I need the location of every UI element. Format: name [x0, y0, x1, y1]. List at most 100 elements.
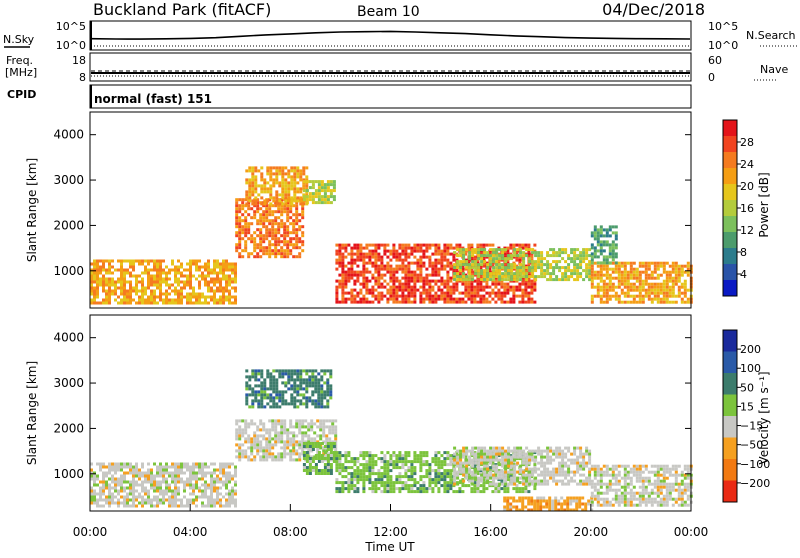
power-heatmap	[90, 166, 693, 304]
data-cell	[474, 453, 477, 456]
data-cell	[606, 286, 609, 289]
data-cell	[491, 490, 494, 493]
data-cell	[280, 422, 283, 425]
data-cell	[609, 268, 612, 271]
data-cell	[630, 274, 633, 277]
data-cell	[362, 262, 365, 265]
data-cell	[470, 283, 473, 286]
data-cell	[606, 271, 609, 274]
data-cell	[455, 286, 458, 289]
data-cell	[359, 256, 362, 259]
data-cell	[431, 490, 434, 493]
data-cell	[318, 189, 321, 192]
data-cell	[386, 472, 389, 475]
data-cell	[389, 253, 392, 256]
noise-sky-line	[91, 31, 690, 39]
data-cell	[225, 475, 228, 478]
data-cell	[530, 298, 533, 301]
freq-label-line2: [MHz]	[5, 66, 37, 79]
data-cell	[588, 263, 591, 266]
data-cell	[174, 502, 177, 505]
data-cell	[250, 240, 253, 243]
data-cell	[434, 265, 437, 268]
data-cell	[303, 469, 306, 472]
data-cell	[350, 262, 353, 265]
data-cell	[177, 260, 180, 263]
data-cell	[195, 496, 198, 499]
data-cell	[582, 254, 585, 257]
data-cell	[597, 289, 600, 292]
data-cell	[524, 295, 527, 298]
data-cell	[510, 257, 513, 260]
data-cell	[102, 484, 105, 487]
data-cell	[117, 478, 120, 481]
data-cell	[471, 263, 474, 266]
data-cell	[256, 228, 259, 231]
data-cell	[389, 280, 392, 283]
data-cell	[480, 462, 483, 465]
data-cell	[362, 274, 365, 277]
data-cell	[274, 255, 277, 258]
data-cell	[268, 255, 271, 258]
data-cell	[456, 450, 459, 453]
data-cell	[338, 472, 341, 475]
data-cell	[471, 474, 474, 477]
data-cell	[183, 484, 186, 487]
data-cell	[335, 295, 338, 298]
data-cell	[204, 505, 207, 508]
data-cell	[437, 481, 440, 484]
data-cell	[253, 440, 256, 443]
data-cell	[254, 393, 257, 396]
data-cell	[123, 463, 126, 466]
data-cell	[292, 446, 295, 449]
data-cell	[268, 210, 271, 213]
data-cell	[102, 275, 105, 278]
data-cell	[389, 271, 392, 274]
data-cell	[681, 271, 684, 274]
data-cell	[468, 462, 471, 465]
data-cell	[225, 290, 228, 293]
data-cell	[165, 272, 168, 275]
data-cell	[330, 195, 333, 198]
data-cell	[281, 181, 284, 184]
data-cell	[159, 287, 162, 290]
data-cell	[489, 447, 492, 450]
data-cell	[579, 275, 582, 278]
data-cell	[642, 295, 645, 298]
data-cell	[392, 268, 395, 271]
data-cell	[280, 440, 283, 443]
data-cell	[189, 302, 192, 305]
data-cell	[498, 450, 501, 453]
data-cell	[609, 298, 612, 301]
data-cell	[318, 198, 321, 201]
data-cell	[292, 225, 295, 228]
data-cell	[96, 263, 99, 266]
data-cell	[269, 178, 272, 181]
data-cell	[335, 490, 338, 493]
data-cell	[284, 372, 287, 375]
data-cell	[440, 484, 443, 487]
data-cell	[231, 487, 234, 490]
data-cell	[132, 263, 135, 266]
data-cell	[286, 207, 289, 210]
data-cell	[234, 493, 237, 496]
data-cell	[265, 440, 268, 443]
data-cell	[636, 271, 639, 274]
data-cell	[383, 253, 386, 256]
data-cell	[277, 249, 280, 252]
data-cell	[318, 469, 321, 472]
data-cell	[210, 290, 213, 293]
data-cell	[413, 301, 416, 304]
data-cell	[183, 481, 186, 484]
data-cell	[290, 196, 293, 199]
data-cell	[371, 250, 374, 253]
data-cell	[462, 468, 465, 471]
data-cell	[260, 405, 263, 408]
data-cell	[678, 271, 681, 274]
data-cell	[350, 250, 353, 253]
data-cell	[250, 440, 253, 443]
data-cell	[516, 278, 519, 281]
data-cell	[311, 390, 314, 393]
data-cell	[648, 265, 651, 268]
data-cell	[299, 369, 302, 372]
